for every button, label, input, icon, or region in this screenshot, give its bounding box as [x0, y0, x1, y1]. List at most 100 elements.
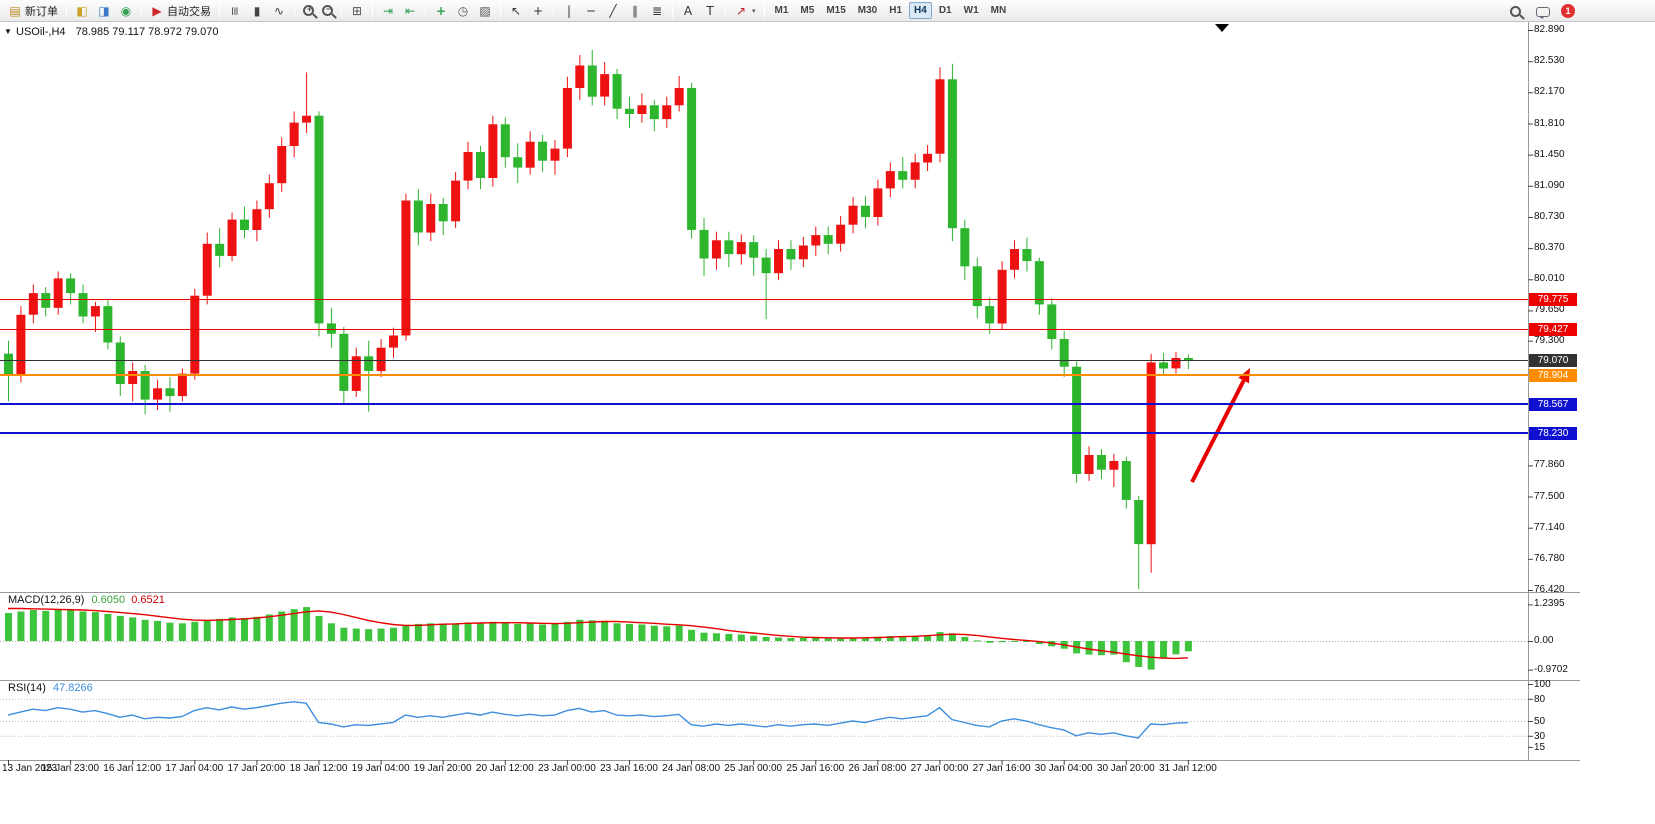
- time-axis-label: 15 Jan 23:00: [41, 763, 100, 774]
- horizontal-line-78.904[interactable]: [0, 374, 1528, 376]
- price-tick-label: 79.300: [1534, 334, 1565, 346]
- timeframe-m5-button[interactable]: M5: [800, 5, 815, 16]
- templates-button[interactable]: ▨: [474, 2, 496, 20]
- macd-label: MACD(12,26,9) 0.6050 0.6521: [8, 594, 165, 606]
- profiles-button[interactable]: ◨: [93, 2, 115, 20]
- trendline-button[interactable]: ╱: [602, 2, 624, 20]
- indicators-button[interactable]: +: [430, 2, 452, 20]
- new-chart-button[interactable]: ◧: [71, 2, 93, 20]
- periods-icon: ◷: [457, 3, 469, 18]
- auto-scroll-button[interactable]: ⇥: [377, 2, 399, 20]
- time-axis-label: 17 Jan 04:00: [165, 763, 224, 774]
- chart-plot-area[interactable]: [0, 22, 1528, 592]
- bar-chart-mode-button[interactable]: ≡: [224, 2, 246, 20]
- main-toolbar: ▤ 新订单 ◧ ◨ ◉ ▶ 自动交易 ≡ ▮ ∿ + − ⊞ ⇥ ⇤ + ◷ ▨ ↖ + | ─ ╱ ∥ ≣ A T ↗ ▾ M1 M5 M…: [0, 0, 1655, 22]
- timeframe-h4-button[interactable]: H4: [909, 2, 932, 19]
- price-tick-label: 77.860: [1534, 459, 1565, 471]
- timeframe-w1-button[interactable]: W1: [963, 5, 979, 16]
- new-order-icon: ▤: [9, 3, 21, 18]
- horizontal-line-79.427[interactable]: [0, 329, 1528, 331]
- time-axis-label: 23 Jan 16:00: [600, 763, 658, 774]
- timeframe-mn-button[interactable]: MN: [990, 5, 1007, 16]
- price-tick-label: 76.420: [1534, 584, 1565, 595]
- toolbar-separator: [725, 3, 726, 18]
- macd-name: MACD(12,26,9): [8, 594, 85, 606]
- timeframe-m30-button[interactable]: M30: [857, 5, 878, 16]
- fibonacci-button[interactable]: ≣: [646, 2, 668, 20]
- horizontal-line-78.567[interactable]: [0, 403, 1528, 406]
- toolbar-separator: [553, 3, 554, 18]
- price-badge-79.427: 79.427: [1529, 323, 1577, 337]
- time-axis-label: 13 Jan 2023: [2, 763, 58, 774]
- line-chart-mode-button[interactable]: ∿: [268, 2, 290, 20]
- macd-signal-value: 0.6521: [131, 594, 165, 606]
- vertical-line-button[interactable]: |: [558, 2, 580, 20]
- timeframe-d1-button[interactable]: D1: [938, 5, 952, 16]
- candlestick-mode-button[interactable]: ▮: [246, 2, 268, 20]
- crosshair-button[interactable]: +: [527, 2, 549, 20]
- one-click-trading-toggle[interactable]: ▼: [4, 27, 12, 36]
- chat-icon: [1536, 7, 1550, 19]
- price-axis[interactable]: [1529, 22, 1580, 760]
- price-tick-label: 77.140: [1534, 521, 1565, 533]
- time-axis-label: 30 Jan 04:00: [1034, 763, 1093, 774]
- periods-button[interactable]: ◷: [452, 2, 474, 20]
- macd-main-value: 0.6050: [91, 594, 126, 606]
- price-tick-label: 80.370: [1534, 242, 1565, 254]
- zoom-in-button[interactable]: +: [299, 2, 318, 20]
- price-tick-label: 76.780: [1534, 552, 1565, 564]
- auto-scroll-icon: ⇥: [382, 3, 394, 18]
- trendline-icon: ╱: [609, 3, 617, 18]
- price-tick-label: 81.450: [1534, 148, 1565, 160]
- equidistant-channel-button[interactable]: ∥: [624, 2, 646, 20]
- time-axis-label: 23 Jan 00:00: [537, 763, 596, 774]
- toolbar-separator: [672, 3, 673, 18]
- rsi-scale-label: 80: [1534, 693, 1546, 705]
- toolbar-separator: [219, 3, 220, 18]
- rsi-scale-label: 100: [1534, 679, 1551, 690]
- horizontal-line-78.230[interactable]: [0, 432, 1528, 435]
- timeframe-toolbar: M1 M5 M15 M30 H1 H4 D1 W1 MN: [769, 2, 1013, 19]
- rsi-label: RSI(14) 47.8266: [8, 682, 93, 694]
- auto-trading-icon: ▶: [152, 3, 162, 18]
- price-tick-label: 80.730: [1534, 211, 1565, 222]
- cursor-icon: ↖: [510, 3, 522, 18]
- auto-trading-button[interactable]: ▶ 自动交易: [146, 2, 215, 20]
- toolbar-separator: [341, 3, 342, 18]
- toolbar-right-group: 1: [1506, 2, 1575, 20]
- time-axis-label: 27 Jan 16:00: [972, 763, 1031, 774]
- toolbar-separator: [372, 3, 373, 18]
- time-axis-label: 24 Jan 08:00: [662, 763, 721, 774]
- arrows-button[interactable]: ↗ ▾: [730, 2, 760, 20]
- chart-shift-button[interactable]: ⇤: [399, 2, 421, 20]
- profiles-icon: ◨: [98, 3, 110, 18]
- time-axis-label: 20 Jan 12:00: [475, 763, 534, 774]
- notifications-badge[interactable]: 1: [1561, 4, 1575, 18]
- rsi-scale-label: 50: [1534, 716, 1546, 727]
- tile-windows-button[interactable]: ⊞: [346, 2, 368, 20]
- new-order-button[interactable]: ▤ 新订单: [4, 2, 62, 20]
- chat-button[interactable]: [1532, 2, 1554, 20]
- timeframe-m15-button[interactable]: M15: [826, 5, 846, 16]
- text-label-button[interactable]: T: [699, 2, 721, 20]
- price-tick-label: 82.170: [1534, 86, 1565, 98]
- toolbar-separator: [763, 3, 765, 18]
- search-button[interactable]: [1506, 2, 1525, 20]
- macd-histogram: [5, 607, 1192, 670]
- time-axis-label: 18 Jan 12:00: [289, 763, 348, 774]
- text-button[interactable]: A: [677, 2, 699, 20]
- horizontal-line-79.775[interactable]: [0, 299, 1528, 301]
- price-tick-label: 80.010: [1534, 273, 1565, 285]
- horizontal-line-79.070[interactable]: [0, 360, 1528, 362]
- market-watch-button[interactable]: ◉: [115, 2, 137, 20]
- zoom-out-button[interactable]: −: [318, 2, 337, 20]
- cursor-button[interactable]: ↖: [505, 2, 527, 20]
- price-badge-78.230: 78.230: [1529, 426, 1577, 440]
- time-axis-label: 30 Jan 20:00: [1096, 763, 1155, 774]
- toolbar-separator: [500, 3, 501, 18]
- macd-signal-line: [8, 607, 1188, 660]
- horizontal-line-button[interactable]: ─: [580, 2, 602, 20]
- price-badge-78.904: 78.904: [1529, 368, 1577, 382]
- timeframe-h1-button[interactable]: H1: [889, 5, 903, 16]
- timeframe-m1-button[interactable]: M1: [774, 5, 789, 16]
